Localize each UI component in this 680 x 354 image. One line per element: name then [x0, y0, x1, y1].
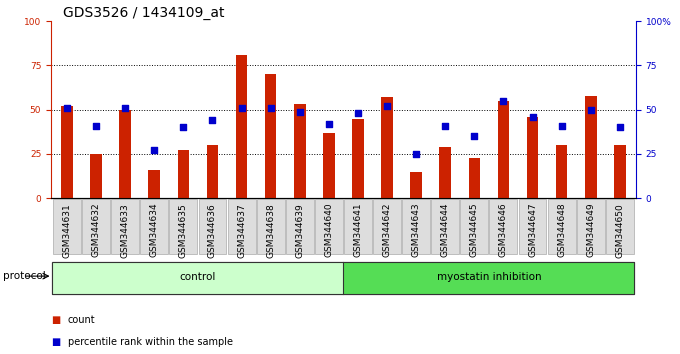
- Point: [62, 105, 73, 111]
- Text: GSM344631: GSM344631: [63, 203, 71, 257]
- Text: GSM344641: GSM344641: [354, 203, 362, 257]
- Bar: [381, 97, 393, 198]
- Bar: [53, 199, 81, 254]
- Bar: [606, 199, 634, 254]
- Point: [207, 118, 218, 123]
- Text: ■: ■: [51, 337, 61, 347]
- Bar: [490, 199, 517, 254]
- Bar: [286, 199, 313, 254]
- Text: GSM344645: GSM344645: [470, 203, 479, 257]
- Bar: [439, 147, 451, 198]
- Text: ■: ■: [51, 315, 61, 325]
- Point: [178, 125, 189, 130]
- Bar: [323, 133, 335, 198]
- Point: [469, 133, 480, 139]
- Bar: [547, 199, 575, 254]
- Bar: [169, 199, 197, 254]
- Bar: [82, 199, 110, 254]
- Point: [324, 121, 335, 127]
- Text: GSM344636: GSM344636: [208, 203, 217, 257]
- Bar: [527, 117, 539, 198]
- Text: GSM344642: GSM344642: [383, 203, 392, 257]
- Bar: [469, 158, 480, 198]
- Bar: [431, 199, 459, 254]
- Bar: [140, 199, 168, 254]
- Bar: [402, 199, 430, 254]
- Bar: [373, 199, 401, 254]
- Point: [294, 109, 305, 114]
- Bar: [498, 101, 509, 198]
- Bar: [61, 106, 73, 198]
- Point: [120, 105, 131, 111]
- Text: GSM344638: GSM344638: [266, 203, 275, 257]
- Point: [527, 114, 538, 120]
- Text: GSM344633: GSM344633: [120, 203, 130, 257]
- Bar: [90, 154, 102, 198]
- Bar: [265, 74, 277, 198]
- Point: [411, 151, 422, 157]
- Text: GSM344639: GSM344639: [295, 203, 304, 257]
- Text: GDS3526 / 1434109_at: GDS3526 / 1434109_at: [63, 6, 224, 20]
- Point: [585, 107, 596, 113]
- Bar: [148, 170, 160, 198]
- Text: control: control: [180, 272, 216, 282]
- Point: [381, 103, 392, 109]
- Point: [265, 105, 276, 111]
- Bar: [344, 199, 372, 254]
- Bar: [410, 172, 422, 198]
- Text: GSM344644: GSM344644: [441, 203, 449, 257]
- Bar: [315, 199, 343, 254]
- Bar: [577, 199, 605, 254]
- Bar: [460, 199, 488, 254]
- Point: [440, 123, 451, 129]
- Text: GSM344648: GSM344648: [557, 203, 566, 257]
- Text: percentile rank within the sample: percentile rank within the sample: [68, 337, 233, 347]
- Bar: [343, 262, 634, 294]
- Point: [556, 123, 567, 129]
- Bar: [120, 110, 131, 198]
- Text: GSM344637: GSM344637: [237, 203, 246, 257]
- Bar: [556, 145, 567, 198]
- Bar: [199, 199, 226, 254]
- Bar: [519, 199, 547, 254]
- Bar: [614, 145, 626, 198]
- Text: GSM344635: GSM344635: [179, 203, 188, 257]
- Text: GSM344649: GSM344649: [586, 203, 595, 257]
- Bar: [294, 104, 305, 198]
- Point: [149, 148, 160, 153]
- Bar: [585, 96, 596, 198]
- Bar: [228, 199, 256, 254]
- Text: myostatin inhibition: myostatin inhibition: [437, 272, 541, 282]
- Text: GSM344640: GSM344640: [324, 203, 333, 257]
- Point: [90, 123, 101, 129]
- Text: count: count: [68, 315, 96, 325]
- Text: GSM344643: GSM344643: [411, 203, 421, 257]
- Point: [352, 110, 363, 116]
- Bar: [112, 199, 139, 254]
- Bar: [352, 119, 364, 198]
- Bar: [207, 145, 218, 198]
- Text: GSM344647: GSM344647: [528, 203, 537, 257]
- Text: protocol: protocol: [3, 271, 46, 281]
- Point: [236, 105, 247, 111]
- Point: [498, 98, 509, 104]
- Text: GSM344632: GSM344632: [92, 203, 101, 257]
- Text: GSM344634: GSM344634: [150, 203, 159, 257]
- Bar: [177, 150, 189, 198]
- Bar: [52, 262, 343, 294]
- Bar: [236, 55, 248, 198]
- Text: GSM344646: GSM344646: [499, 203, 508, 257]
- Text: GSM344650: GSM344650: [615, 203, 624, 257]
- Bar: [256, 199, 285, 254]
- Point: [614, 125, 625, 130]
